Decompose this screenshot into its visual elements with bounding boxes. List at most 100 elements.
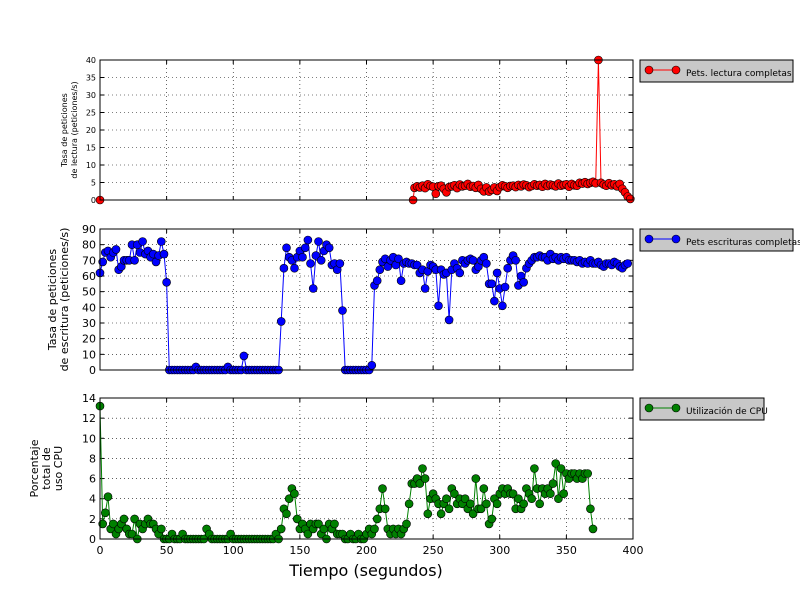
data-point	[375, 265, 385, 275]
legend-marker	[671, 234, 681, 244]
data-point	[412, 260, 422, 270]
data-point	[308, 284, 318, 293]
data-point	[487, 279, 497, 289]
data-point	[556, 464, 566, 473]
legend-box	[639, 228, 794, 252]
data-point	[511, 255, 521, 265]
data-point	[482, 499, 491, 509]
data-point	[476, 504, 486, 514]
data-point	[239, 351, 249, 361]
legend-label: Pets. lectura completas	[686, 69, 792, 79]
y-tick-label: 0	[89, 533, 96, 546]
data-point	[418, 464, 427, 473]
y-tick-label: 2	[89, 513, 96, 526]
plot-frame	[99, 59, 634, 201]
y-tick-label: 25	[86, 109, 96, 118]
data-point	[554, 494, 563, 504]
data-point	[279, 263, 289, 273]
data-point	[338, 306, 347, 315]
data-point	[324, 243, 334, 253]
x-tick-label: 350	[556, 544, 577, 557]
y-axis-label-line: Tasa de peticiones	[46, 249, 59, 352]
data-point	[276, 317, 286, 326]
y-tick-label: 30	[86, 91, 96, 100]
legend-marker	[644, 234, 654, 244]
data-point	[559, 489, 569, 499]
plot-frame	[99, 397, 634, 540]
data-point	[420, 474, 430, 483]
legend: Utilización de CPU	[639, 397, 768, 421]
data-point	[138, 237, 147, 246]
y-tick-label: 20	[86, 126, 96, 135]
data-point	[471, 474, 481, 483]
data-point	[479, 484, 489, 493]
x-tick-label: 50	[160, 544, 174, 557]
data-point	[482, 259, 491, 268]
x-tick-label: 400	[623, 544, 644, 557]
data-point	[444, 315, 454, 325]
data-point	[367, 360, 377, 370]
data-point	[290, 489, 299, 499]
legend-marker	[671, 403, 681, 413]
data-point	[127, 529, 137, 539]
data-point	[316, 255, 326, 265]
data-point	[503, 263, 513, 273]
y-tick-label: 6	[89, 473, 96, 486]
data-point	[420, 284, 430, 293]
data-point	[402, 519, 411, 529]
data-point	[101, 508, 110, 518]
data-point	[514, 494, 523, 504]
x-tick-label: 150	[289, 544, 310, 557]
data-point	[303, 235, 313, 245]
data-point	[431, 189, 441, 198]
x-tick-label: 250	[423, 544, 444, 557]
plot-frame	[99, 228, 634, 371]
y-axis-label-line: de escritura (peticiones/s)	[58, 228, 71, 372]
data-point	[98, 257, 107, 267]
y-tick-label: 10	[82, 432, 96, 445]
data-point	[130, 514, 139, 524]
data-point	[468, 509, 478, 519]
data-point	[290, 263, 299, 273]
y-axis-label: Porcentajetotal deuso CPU	[28, 439, 65, 497]
data-point	[415, 479, 425, 488]
x-axis-label: Tiempo (segundos)	[288, 561, 443, 580]
data-point	[303, 529, 313, 539]
data-point	[98, 519, 107, 529]
data-point	[492, 268, 502, 278]
y-tick-label: 0	[91, 196, 96, 205]
data-point	[298, 252, 307, 262]
data-point	[370, 524, 379, 534]
plot-area	[100, 229, 633, 370]
data-point	[423, 509, 433, 519]
data-point	[330, 519, 339, 529]
data-point	[372, 276, 382, 286]
data-point	[157, 524, 166, 534]
data-point	[498, 301, 507, 311]
legend-marker	[644, 65, 654, 75]
legend-label: Pets escrituras completas	[686, 238, 800, 248]
data-point	[276, 524, 286, 534]
legend-box	[639, 397, 765, 421]
legend-marker	[644, 403, 654, 413]
data-point	[519, 277, 529, 287]
y-axis-label-line: total de	[40, 447, 53, 490]
data-point	[444, 504, 454, 514]
data-point	[404, 499, 414, 509]
y-tick-label: 90	[82, 223, 96, 236]
data-point	[372, 514, 382, 524]
data-point	[583, 469, 593, 478]
data-point	[300, 243, 310, 253]
chart-panel-1: 0 10 20 30 40 50 60 70 80 90 Tasa de peticionesde …	[46, 223, 800, 377]
y-tick-label: 5	[91, 179, 96, 188]
y-axis-label-line: uso CPU	[52, 446, 65, 491]
y-tick-label: 40	[86, 56, 96, 65]
y-tick-label: 40	[82, 301, 96, 314]
data-point	[625, 194, 635, 204]
y-tick-label: 35	[86, 74, 96, 83]
data-point	[519, 499, 529, 509]
data-point	[442, 494, 451, 504]
y-tick-label: 80	[82, 239, 96, 252]
